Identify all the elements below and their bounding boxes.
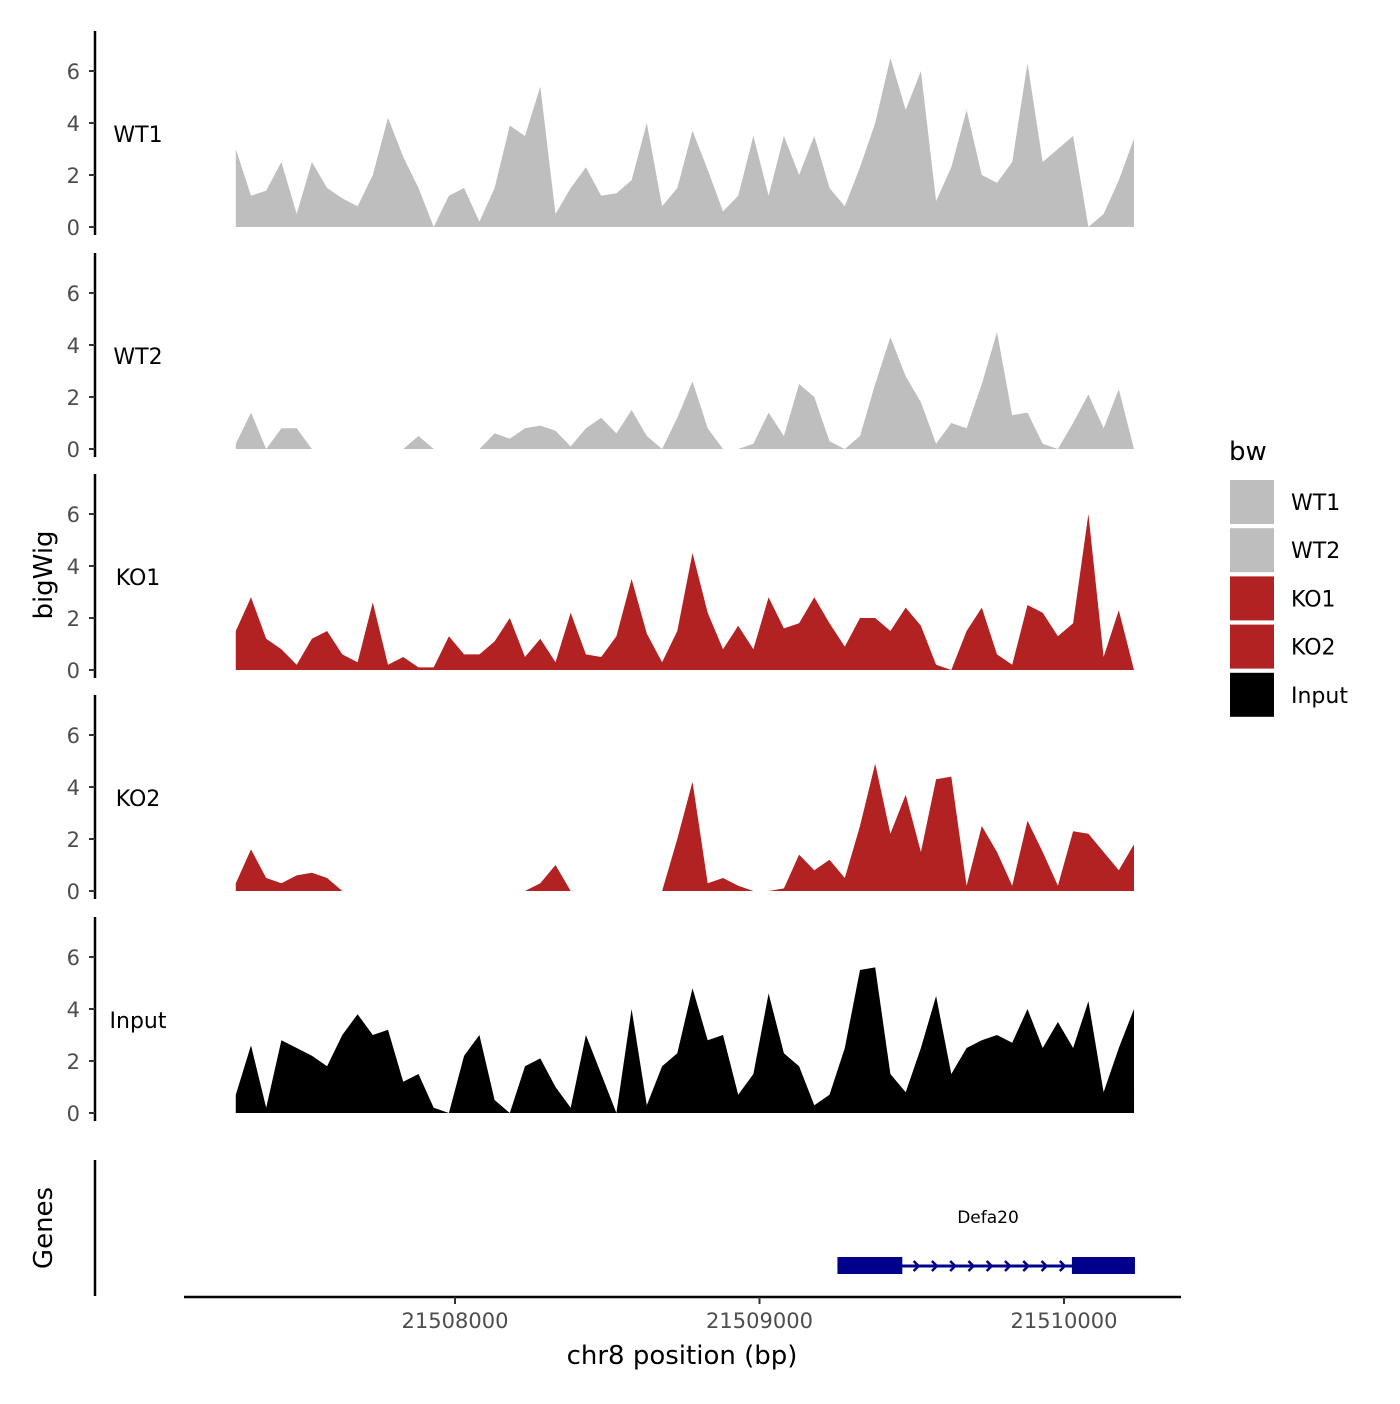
strand-arrow-icon xyxy=(1040,1260,1049,1272)
coverage-area-ko2 xyxy=(235,763,1135,891)
legend-label: WT2 xyxy=(1291,539,1340,564)
track-label: WT2 xyxy=(113,345,162,370)
legend-swatch-input xyxy=(1230,672,1274,717)
y-tick-label: 6 xyxy=(67,946,80,970)
y-tick-label: 2 xyxy=(67,1050,80,1074)
y-tick-label: 4 xyxy=(67,555,80,579)
x-axis-title: chr8 position (bp) xyxy=(567,1341,798,1371)
coverage-area-ko1 xyxy=(235,514,1135,670)
track-ko2: 0 2 4 6 KO2 xyxy=(67,695,1135,904)
strand-arrow-icon xyxy=(1022,1260,1031,1272)
coverage-area-wt1 xyxy=(235,58,1135,227)
y-tick-label: 0 xyxy=(67,216,80,240)
strand-arrow-icon xyxy=(1058,1260,1067,1272)
gene-exon xyxy=(837,1257,903,1274)
legend-label: WT1 xyxy=(1291,491,1340,516)
strand-arrow-icon xyxy=(1004,1260,1012,1272)
strand-arrow-icon xyxy=(967,1260,976,1272)
y-tick-label: 0 xyxy=(67,659,80,683)
y-tick-label: 0 xyxy=(67,1102,80,1126)
x-tick-label: 21509000 xyxy=(706,1309,813,1333)
genes-panel: Genes Defa20 xyxy=(29,1160,1135,1296)
x-tick-label: 21508000 xyxy=(402,1309,509,1333)
strand-arrow-icon xyxy=(949,1260,957,1272)
x-tick-label: 21510000 xyxy=(1011,1309,1118,1333)
legend-label: KO2 xyxy=(1291,636,1336,661)
legend-swatch-wt2 xyxy=(1230,528,1274,573)
y-tick-label: 4 xyxy=(67,112,80,136)
y-tick-label: 2 xyxy=(67,828,80,852)
coverage-area-wt2 xyxy=(235,332,1135,449)
y-tick-label: 2 xyxy=(67,607,80,631)
track-wt1: 0 2 4 6 WT1 xyxy=(67,31,1135,240)
legend-swatch-ko2 xyxy=(1230,624,1274,669)
y-tick-label: 6 xyxy=(67,503,80,527)
y-tick-label: 4 xyxy=(67,776,80,800)
legend-label: KO1 xyxy=(1291,587,1336,612)
legend-label: Input xyxy=(1291,684,1348,709)
strand-arrow-icon xyxy=(985,1260,994,1272)
track-label: WT1 xyxy=(113,123,162,148)
legend-title: bw xyxy=(1229,437,1267,467)
track-input: 0 2 4 6 Input xyxy=(67,917,1135,1126)
y-tick-label: 0 xyxy=(67,880,80,904)
genes-label: Genes xyxy=(29,1187,59,1269)
y-tick-label: 6 xyxy=(67,282,80,306)
coverage-area-input xyxy=(235,967,1135,1113)
y-tick-label: 6 xyxy=(67,724,80,748)
strand-arrow-icon xyxy=(912,1260,921,1272)
y-tick-label: 0 xyxy=(67,438,80,462)
y-tick-label: 2 xyxy=(67,164,80,188)
track-wt2: 0 2 4 6 WT2 xyxy=(67,253,1135,462)
gene-label: Defa20 xyxy=(957,1208,1019,1228)
gene-exon xyxy=(1071,1257,1135,1274)
legend-swatch-wt1 xyxy=(1230,480,1274,524)
y-tick-label: 4 xyxy=(67,334,80,358)
y-tick-label: 2 xyxy=(67,386,80,410)
y-tick-label: 4 xyxy=(67,998,80,1022)
track-label: KO1 xyxy=(116,566,161,591)
track-ko1: 0 2 4 6 KO1 xyxy=(67,474,1135,683)
legend: bw WT1 WT2 KO1 KO2 Input xyxy=(1229,437,1348,717)
track-label: Input xyxy=(110,1009,167,1034)
track-label: KO2 xyxy=(116,787,161,812)
x-axis: 21508000 21509000 21510000 xyxy=(184,1295,1181,1333)
y-tick-label: 6 xyxy=(67,60,80,84)
legend-swatch-ko1 xyxy=(1230,576,1274,621)
y-axis-title: bigWig xyxy=(29,530,59,619)
strand-arrow-icon xyxy=(931,1260,939,1272)
